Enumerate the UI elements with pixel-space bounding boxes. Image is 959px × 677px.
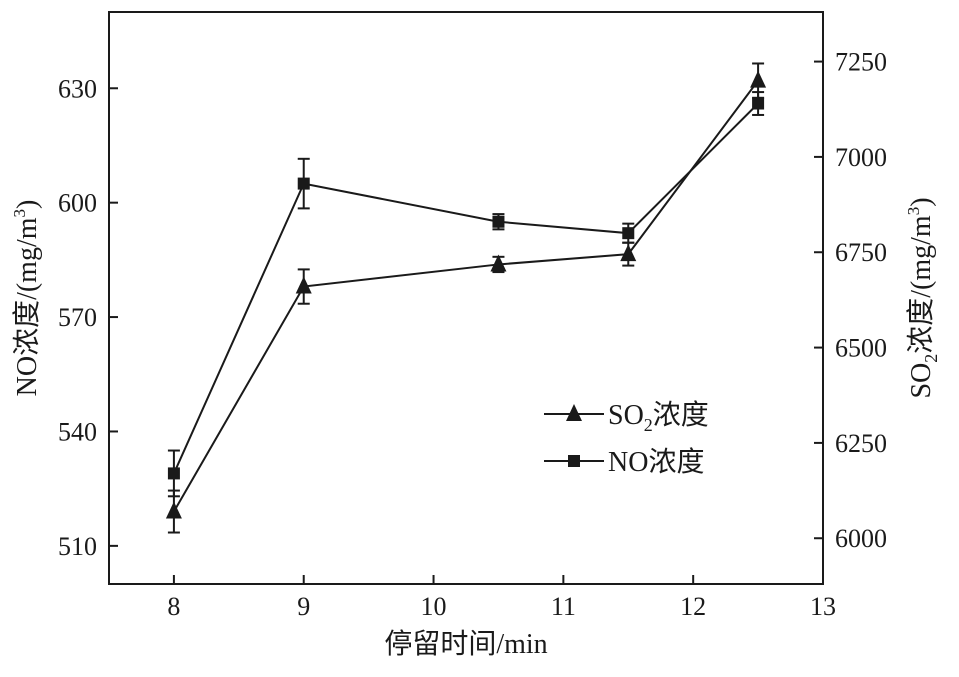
right-y-axis: 6000 6250 6500 6750 7000 7250 [814, 48, 887, 553]
left-y-axis-title: NO浓度/(mg/m3) [10, 200, 43, 397]
data-point-square [167, 467, 180, 480]
x-tick-label: 8 [167, 592, 180, 621]
x-tick-label: 12 [680, 592, 706, 621]
legend-marker-triangle [566, 404, 582, 421]
left-y-tick-label: 600 [58, 189, 97, 218]
x-tick-label: 9 [297, 592, 310, 621]
right-y-tick-label: 6500 [835, 334, 887, 363]
left-y-tick-label: 570 [58, 303, 97, 332]
data-point-triangle [165, 501, 182, 519]
legend-label-so2: SO2浓度 [608, 399, 709, 435]
legend-marker-square [568, 455, 580, 467]
left-y-tick-label: 540 [58, 417, 97, 446]
data-point-square [622, 227, 635, 240]
data-point-square [492, 215, 505, 228]
x-tick-label: 10 [421, 592, 447, 621]
x-axis-title: 停留时间/min [384, 628, 547, 660]
plot-frame [108, 11, 824, 585]
x-tick-label: 13 [810, 592, 836, 621]
series-no [167, 91, 765, 498]
legend: SO2浓度 NO浓度 [544, 399, 709, 478]
data-point-square [297, 177, 310, 190]
left-y-tick-label: 510 [58, 532, 97, 561]
legend-label-no: NO浓度 [608, 446, 704, 478]
data-point-triangle [295, 276, 312, 294]
data-point-triangle [490, 254, 507, 272]
data-point-square [752, 97, 765, 110]
right-y-tick-label: 6250 [835, 429, 887, 458]
x-tick-label: 11 [551, 592, 576, 621]
data-point-triangle [620, 244, 637, 262]
legend-item-so2: SO2浓度 [544, 399, 709, 435]
x-axis: 8 9 10 11 12 13 [167, 575, 836, 621]
legend-item-no: NO浓度 [544, 446, 704, 478]
right-y-tick-label: 6750 [835, 238, 887, 267]
left-y-axis: 510 540 570 600 630 [58, 74, 118, 561]
right-y-axis-title: SO2浓度/(mg/m3) [904, 197, 941, 398]
data-point-triangle [750, 70, 767, 88]
left-y-tick-label: 630 [58, 74, 97, 103]
series-layer [165, 62, 767, 534]
right-y-tick-label: 6000 [835, 524, 887, 553]
right-y-tick-label: 7250 [835, 48, 887, 77]
right-y-tick-label: 7000 [835, 143, 887, 172]
